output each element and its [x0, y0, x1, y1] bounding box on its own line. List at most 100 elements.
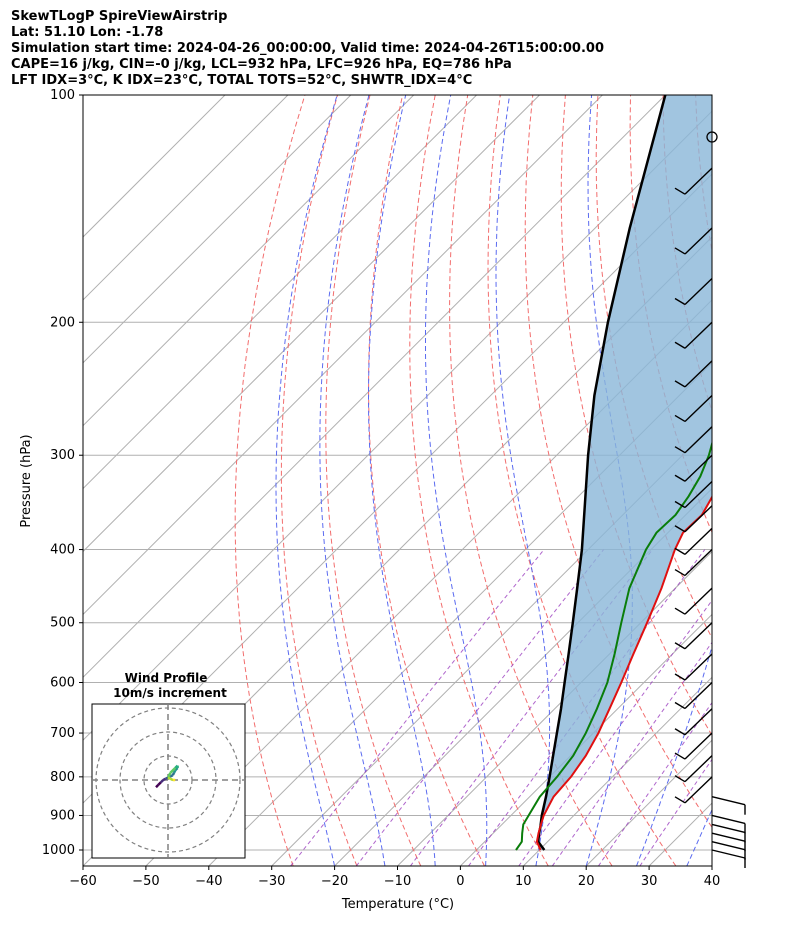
y-tick-label: 400 — [50, 543, 75, 558]
isotherm-line — [83, 95, 352, 364]
wind-barb-staff — [711, 849, 746, 859]
x-tick-label: 0 — [456, 874, 464, 889]
x-tick-label: 30 — [641, 874, 658, 889]
isotherm-line — [83, 110, 712, 741]
hodograph-title: Wind Profile — [125, 671, 208, 685]
wind-barb-staff — [684, 394, 713, 422]
y-tick-label: 900 — [50, 808, 75, 823]
wind-barb-flag — [674, 547, 686, 555]
y-tick-label: 600 — [50, 676, 75, 691]
x-tick-label: 40 — [704, 874, 721, 889]
axes-ticks: −60 −50 −40 −30 −20 −10 0 10 20 30 40 100 200 300 400 5… — [42, 88, 720, 889]
wind-barb-flag — [674, 341, 686, 349]
wind-barb-flag — [674, 673, 686, 681]
mixing-ratio-line — [551, 641, 712, 866]
hodograph-segment — [169, 777, 174, 782]
mixing-ratio-line — [597, 701, 712, 866]
wind-barb-staff — [684, 167, 713, 195]
hodograph-segment — [167, 776, 171, 780]
dry-adiabat — [761, 95, 794, 866]
dewpoint-line — [515, 381, 712, 851]
wind-barb-flag — [674, 474, 686, 482]
y-tick-label: 700 — [50, 726, 75, 741]
wind-barb-flag — [674, 728, 686, 736]
isotherm-line — [83, 95, 477, 490]
wind-barb-flag — [674, 775, 686, 783]
time-line: Simulation start time: 2024-04-26_00:00:… — [11, 41, 604, 56]
x-tick-label: 20 — [578, 874, 595, 889]
dry-adiabat — [325, 95, 422, 866]
hodograph-segment — [162, 777, 167, 782]
hodograph-segment — [171, 772, 176, 776]
index-line: LFT IDX=3°C, K IDX=23°C, TOTAL TOTS=52°C… — [11, 73, 473, 88]
isotherm-line — [522, 676, 712, 866]
y-tick-label: 500 — [50, 616, 75, 631]
wind-barb-staff — [711, 841, 746, 851]
isotherm-line — [711, 865, 712, 866]
y-tick-label: 300 — [50, 448, 75, 463]
moist-adiabat — [425, 95, 488, 866]
hodograph-segment — [157, 781, 162, 786]
dry-adiabat — [368, 95, 485, 866]
wind-barb-flag — [674, 752, 686, 760]
wind-barb-staff — [684, 527, 713, 555]
cape-area — [536, 95, 712, 850]
y-tick-label: 200 — [50, 315, 75, 330]
wind-barb-flag — [674, 297, 686, 306]
dry-adiabat — [234, 95, 306, 866]
wind-barb-staff — [684, 732, 713, 760]
cape-shading — [536, 95, 712, 850]
wind-barb-flag — [674, 414, 686, 423]
wind-barb-staff — [711, 832, 746, 842]
moist-adiabat — [636, 644, 712, 866]
wind-barb-staff — [684, 549, 713, 577]
wind-barb-staff — [684, 776, 713, 804]
wind-barb-flag — [674, 568, 686, 577]
hodograph-segment — [169, 767, 177, 774]
hodograph-segment — [165, 776, 169, 780]
wind-barb-staff — [684, 755, 713, 783]
location-line: Lat: 51.10 Lon: -1.78 — [11, 25, 164, 40]
dry-adiabat — [524, 95, 712, 829]
dry-adiabat — [728, 95, 794, 866]
x-tick-label: −20 — [321, 874, 348, 889]
dry-adiabat — [560, 95, 712, 737]
y-axis-label: Pressure (hPa) — [19, 434, 34, 527]
hodograph-segment — [174, 767, 179, 772]
x-tick-label: 10 — [515, 874, 532, 889]
wind-barb-staff — [684, 480, 713, 508]
wind-barb-staff — [711, 823, 746, 834]
mixing-ratio-line — [639, 758, 712, 866]
wind-barbs — [674, 131, 746, 869]
wind-barb-staff — [684, 682, 713, 710]
wind-barb-flag — [674, 525, 686, 533]
mixing-ratio-line — [518, 599, 712, 866]
moist-adiabat — [686, 808, 712, 866]
isotherm-line — [83, 95, 540, 553]
moist-adiabat — [495, 95, 551, 866]
hodograph-subtitle: 10m/s increment — [113, 686, 227, 700]
hodograph-segment — [169, 774, 174, 778]
wind-barb-staff — [684, 321, 713, 349]
moist-adiabat — [368, 95, 436, 866]
isotherm-line — [83, 95, 226, 238]
wind-barb-flag — [674, 607, 686, 615]
chart-header: SkewTLogP SpireViewAirstrip Lat: 51.10 L… — [11, 9, 604, 89]
x-axis-label: Temperature (°C) — [341, 897, 454, 912]
wind-barb-flag — [674, 380, 686, 388]
mixing-ratio-line — [409, 549, 653, 866]
wind-barb-staff — [711, 796, 746, 806]
cape-line: CAPE=16 j/kg, CIN=-0 j/kg, LCL=932 hPa, … — [11, 57, 512, 72]
wind-barb-flag — [674, 642, 686, 650]
wind-barb-flag — [674, 500, 686, 509]
wind-barb-flag — [674, 796, 686, 804]
isotherm-line — [83, 95, 289, 301]
hodograph-segment — [155, 783, 160, 789]
hodograph-segment — [174, 764, 179, 769]
wind-barb-staff — [684, 277, 713, 305]
wind-barb-flag — [674, 247, 686, 255]
wind-barb-flag — [674, 701, 686, 710]
moist-adiabat — [319, 95, 386, 866]
wind-barb-staff — [684, 622, 713, 650]
